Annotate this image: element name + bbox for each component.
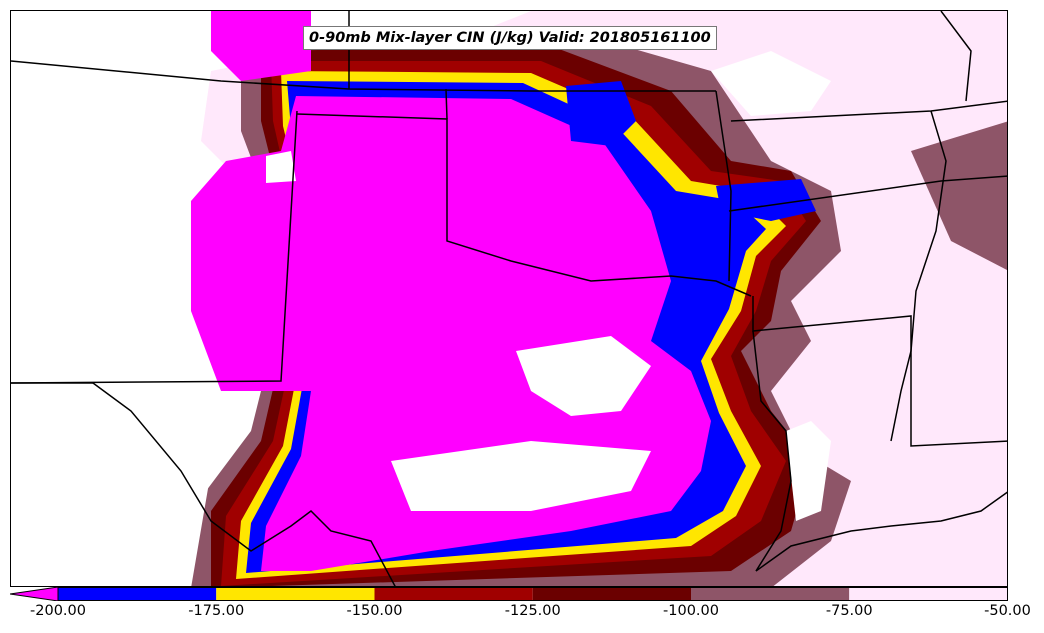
colorbar-bin-0 bbox=[58, 587, 217, 601]
colorbar-bin-2 bbox=[374, 587, 533, 601]
colorbar-bin-4 bbox=[691, 587, 850, 601]
boundary-ks-ok bbox=[445, 88, 448, 120]
colorbar-bin-3 bbox=[532, 587, 691, 601]
shade-white-nw-pocket bbox=[266, 151, 296, 183]
cin-shading bbox=[11, 11, 1007, 586]
shade-magenta-west bbox=[211, 11, 311, 81]
state-boundaries bbox=[11, 11, 1007, 586]
colorbar-tick-label: -150.00 bbox=[346, 603, 403, 619]
boundary-nm-tx bbox=[11, 110, 298, 384]
shade-blue-patch-north bbox=[566, 81, 636, 146]
boundary-mo-ar bbox=[728, 175, 1007, 212]
colorbar-bin-1 bbox=[216, 587, 375, 601]
colorbar-tick-label: -75.00 bbox=[825, 603, 873, 619]
cin-field-map bbox=[11, 11, 1007, 586]
shade-blue-patch-east bbox=[716, 179, 816, 221]
colorbar-bins bbox=[58, 587, 1008, 601]
colorbar-outline bbox=[57, 587, 1008, 601]
boundary-tx-la bbox=[752, 330, 792, 572]
map-title: 0-90mb Mix-layer CIN (J/kg) Valid: 20180… bbox=[303, 26, 717, 50]
colorbar bbox=[10, 587, 1008, 601]
boundary-mississippi bbox=[890, 110, 947, 442]
shade-white-south bbox=[391, 441, 651, 511]
colorbar-tick-label: -175.00 bbox=[188, 603, 245, 619]
colorbar-tick-label: -125.00 bbox=[504, 603, 561, 619]
shade-white-se-pocket bbox=[786, 421, 831, 521]
map-panel: 0-90mb Mix-layer CIN (J/kg) Valid: 20180… bbox=[10, 10, 1008, 587]
colorbar-under-triangle bbox=[10, 587, 59, 601]
boundary-ar-la bbox=[752, 296, 1007, 447]
boundary-ks-mo bbox=[715, 90, 732, 282]
boundary-rio-grande bbox=[92, 382, 396, 586]
colorbar-tick-label: -200.00 bbox=[30, 603, 86, 619]
boundary-ok-panhandle bbox=[296, 113, 752, 297]
shade-white-hole bbox=[516, 336, 651, 416]
shade-white-nw bbox=[11, 11, 211, 586]
colorbar-bin-5 bbox=[849, 587, 1008, 601]
boundary-ms-river-top bbox=[940, 11, 972, 102]
colorbar-tick-label: -100.00 bbox=[663, 603, 719, 619]
colorbar-tick-label: -50.00 bbox=[984, 603, 1031, 619]
shade-white-ne-pocket bbox=[711, 51, 831, 116]
boundary-gulf-coast bbox=[755, 491, 1007, 572]
shade-mauve-se bbox=[911, 121, 1007, 270]
